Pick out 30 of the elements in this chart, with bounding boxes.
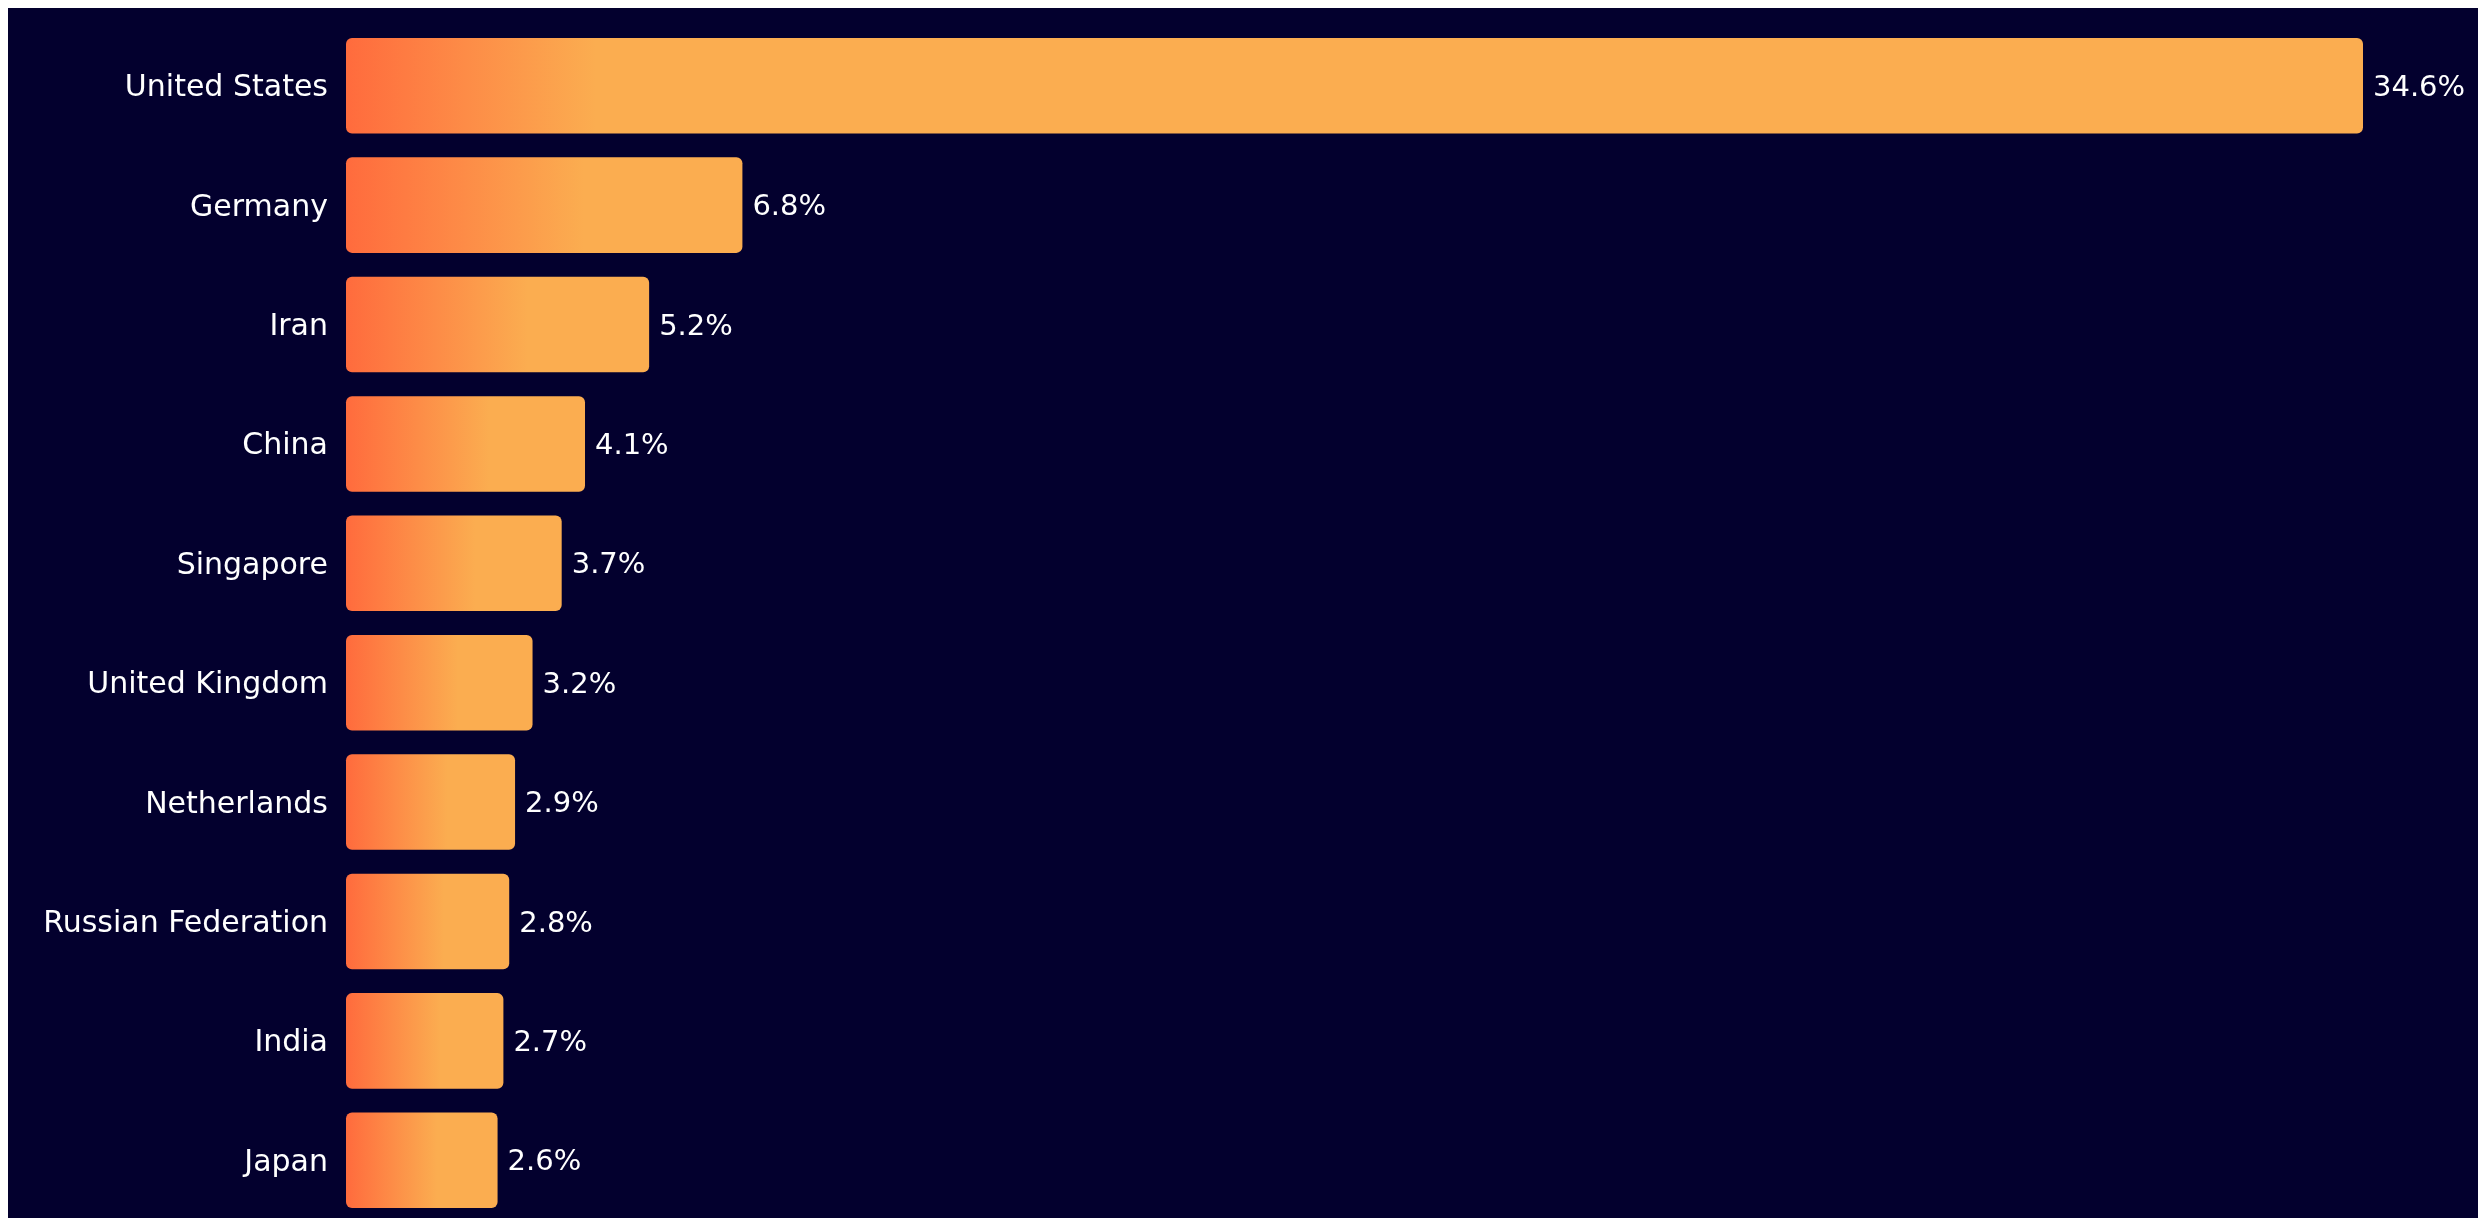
data-label: 3.7% xyxy=(571,546,646,581)
data-label: 2.6% xyxy=(507,1143,582,1178)
bar xyxy=(346,276,650,373)
data-label: 4.1% xyxy=(595,427,669,462)
bar xyxy=(346,396,586,492)
y-tick-label: Netherlands xyxy=(145,784,328,820)
y-tick-label: Singapore xyxy=(176,545,328,581)
bar xyxy=(346,37,2363,134)
y-tick-label: Russian Federation xyxy=(43,903,328,939)
y-tick-label: Germany xyxy=(190,187,328,223)
data-label: 34.6% xyxy=(2373,68,2466,103)
data-label: 2.9% xyxy=(525,785,599,820)
bar xyxy=(346,754,516,850)
y-tick-label: Japan xyxy=(242,1142,328,1178)
data-label: 5.2% xyxy=(659,307,733,342)
y-tick-label: Iran xyxy=(269,307,328,343)
data-label: 6.8% xyxy=(752,188,827,223)
data-label: 2.7% xyxy=(513,1024,588,1059)
y-tick-label: India xyxy=(254,1023,328,1059)
bar xyxy=(346,515,562,612)
y-tick-label: United Kingdom xyxy=(87,665,328,701)
y-tick-label: China xyxy=(242,426,328,462)
bar xyxy=(346,1112,498,1209)
y-tick-label: United States xyxy=(124,68,328,104)
bar xyxy=(346,634,533,731)
bar xyxy=(346,993,504,1089)
data-label: 2.8% xyxy=(519,904,593,939)
data-label: 3.2% xyxy=(542,665,617,700)
bar xyxy=(346,873,510,970)
bar xyxy=(346,157,743,253)
